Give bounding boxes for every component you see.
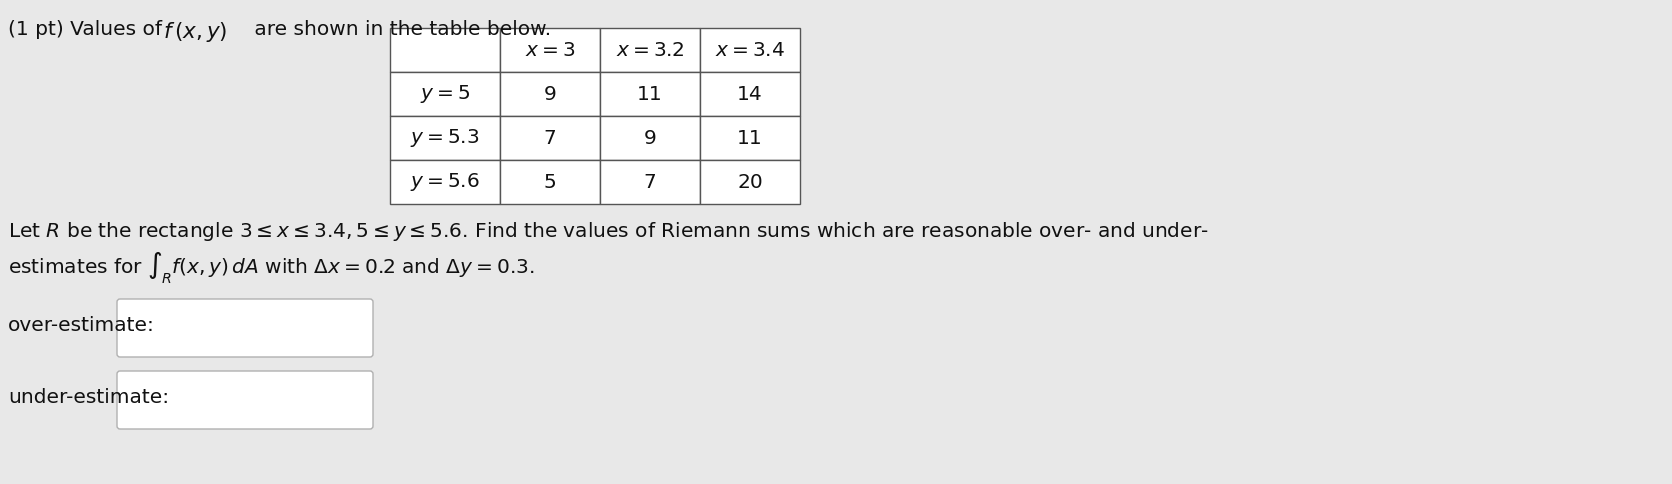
Text: $y = 5.6$: $y = 5.6$ bbox=[410, 171, 480, 193]
Text: 5: 5 bbox=[543, 172, 557, 192]
Text: 7: 7 bbox=[644, 172, 657, 192]
Text: $x = 3$: $x = 3$ bbox=[525, 41, 575, 60]
Text: 20: 20 bbox=[737, 172, 762, 192]
FancyBboxPatch shape bbox=[117, 299, 373, 357]
Bar bbox=[390, 116, 500, 160]
Text: Let $R$ be the rectangle $3 \leq x \leq 3.4, 5 \leq y \leq 5.6$. Find the values: Let $R$ be the rectangle $3 \leq x \leq … bbox=[8, 220, 1209, 243]
Text: 7: 7 bbox=[543, 128, 557, 148]
Bar bbox=[390, 160, 500, 204]
Text: $f\,(x, y)$: $f\,(x, y)$ bbox=[162, 20, 227, 44]
Text: (1 pt) Values of: (1 pt) Values of bbox=[8, 20, 169, 39]
Bar bbox=[600, 160, 701, 204]
Bar bbox=[600, 116, 701, 160]
Bar bbox=[500, 72, 600, 116]
Bar bbox=[701, 28, 799, 72]
Text: 9: 9 bbox=[543, 85, 557, 104]
Text: under-estimate:: under-estimate: bbox=[8, 388, 169, 407]
Bar bbox=[500, 116, 600, 160]
Text: $y = 5.3$: $y = 5.3$ bbox=[410, 127, 480, 149]
Text: estimates for $\int_R f(x,y)\, dA$ with $\Delta x = 0.2$ and $\Delta y = 0.3$.: estimates for $\int_R f(x,y)\, dA$ with … bbox=[8, 250, 535, 287]
Bar bbox=[600, 72, 701, 116]
Bar bbox=[701, 160, 799, 204]
Text: are shown in the table below.: are shown in the table below. bbox=[247, 20, 552, 39]
Text: $x = 3.2$: $x = 3.2$ bbox=[615, 41, 684, 60]
Bar bbox=[701, 72, 799, 116]
Text: over-estimate:: over-estimate: bbox=[8, 316, 155, 335]
FancyBboxPatch shape bbox=[117, 371, 373, 429]
Bar bbox=[500, 160, 600, 204]
Bar bbox=[500, 28, 600, 72]
Bar bbox=[390, 28, 500, 72]
Bar bbox=[390, 72, 500, 116]
Bar bbox=[600, 28, 701, 72]
Text: $y = 5$: $y = 5$ bbox=[420, 83, 470, 105]
Text: $x = 3.4$: $x = 3.4$ bbox=[716, 41, 786, 60]
Text: 14: 14 bbox=[737, 85, 762, 104]
Text: 11: 11 bbox=[637, 85, 662, 104]
Bar bbox=[701, 116, 799, 160]
Text: 9: 9 bbox=[644, 128, 657, 148]
Text: 11: 11 bbox=[737, 128, 762, 148]
